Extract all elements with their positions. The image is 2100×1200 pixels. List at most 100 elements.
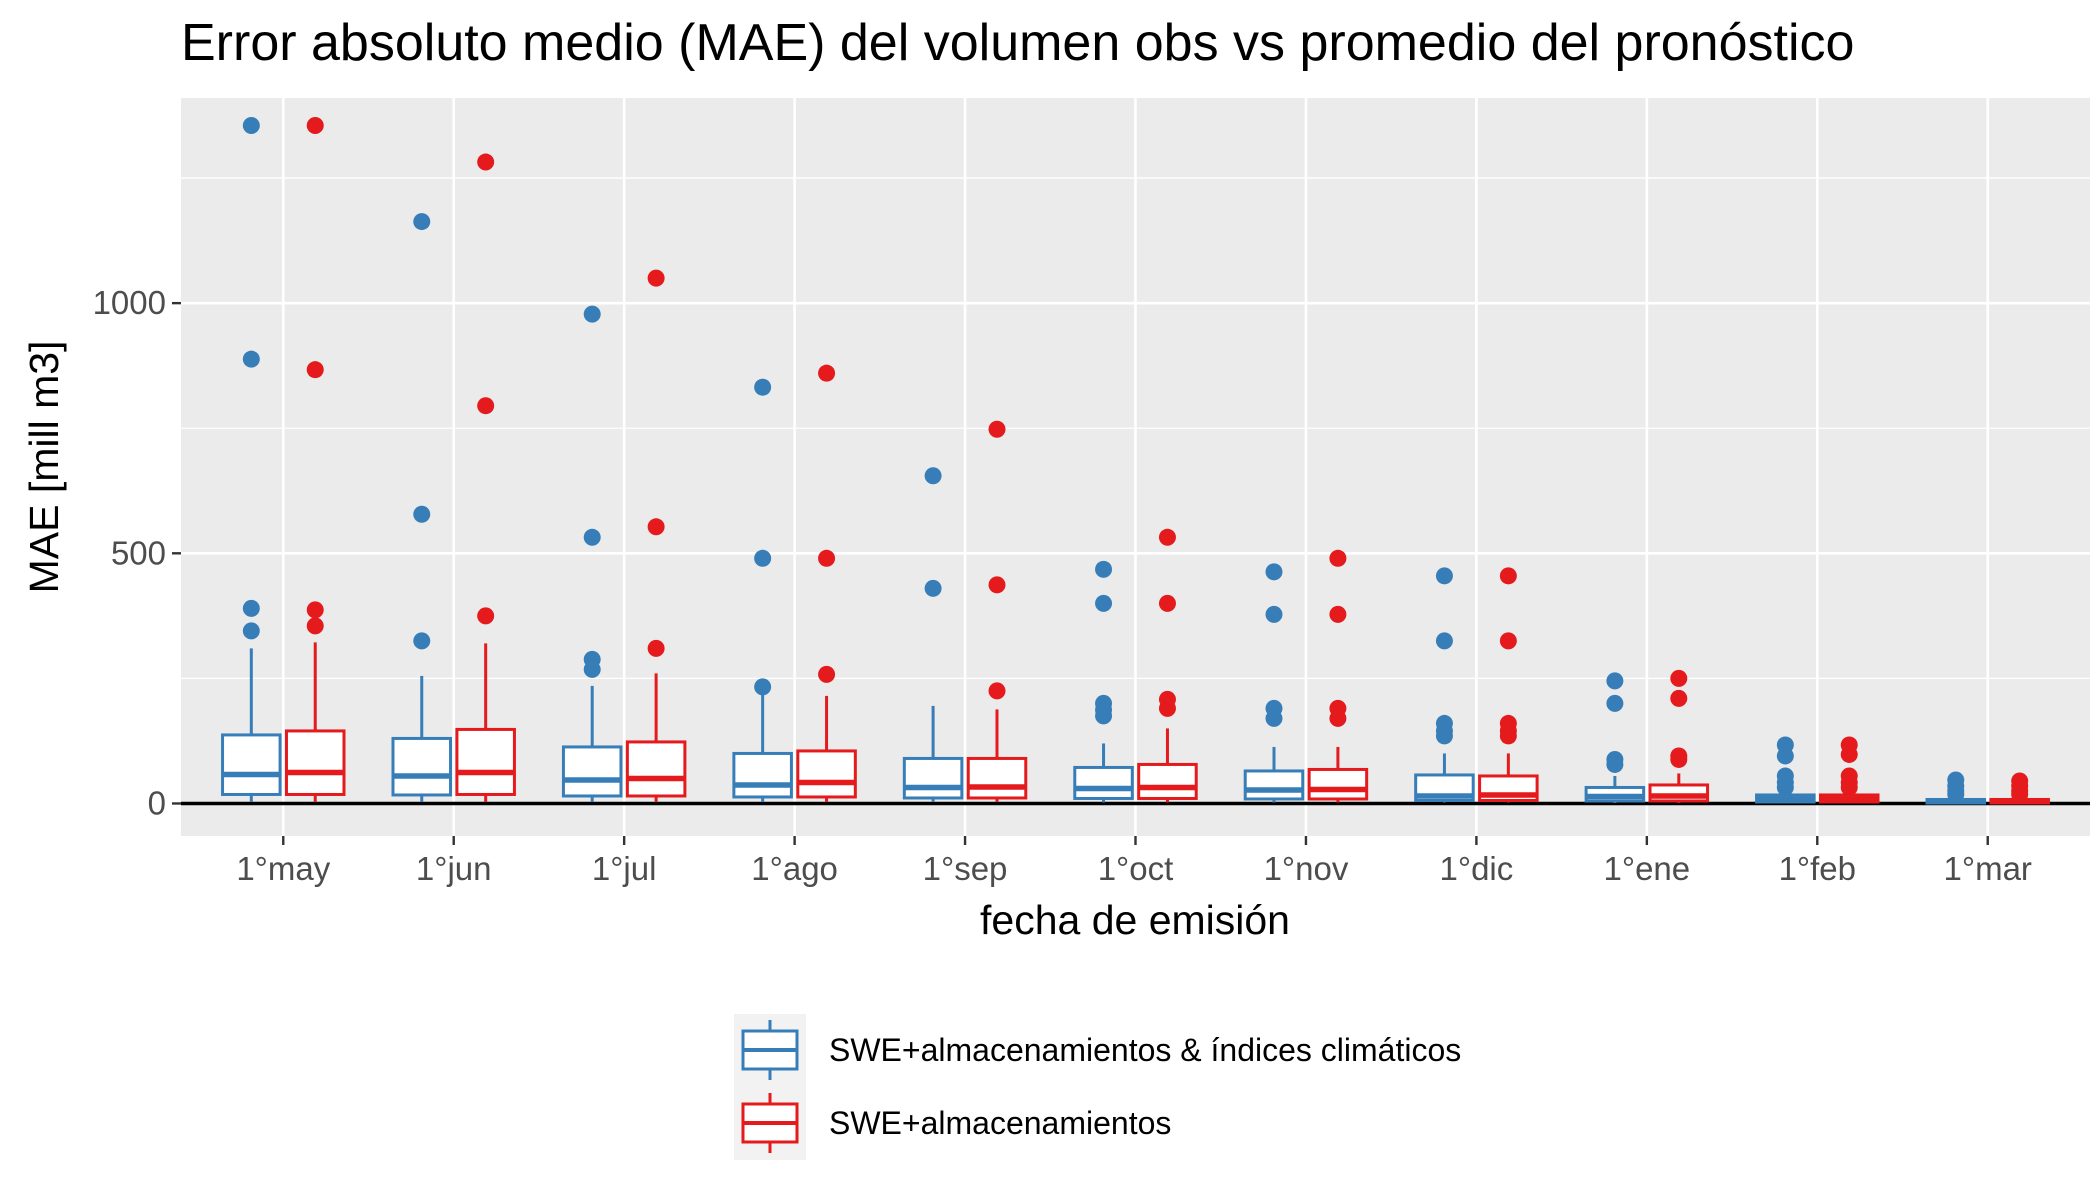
outlier-point bbox=[306, 361, 324, 379]
x-axis-title: fecha de emisión bbox=[980, 897, 1290, 943]
x-tick-label: 1°oct bbox=[1098, 850, 1174, 887]
outlier-point bbox=[754, 678, 772, 696]
x-tick-label: 1°mar bbox=[1944, 850, 2032, 887]
outlier-point bbox=[1670, 689, 1688, 707]
box-body bbox=[1243, 769, 1305, 801]
x-tick-label: 1°may bbox=[236, 850, 330, 887]
box-body bbox=[966, 756, 1028, 800]
x-tick-label: 1°feb bbox=[1779, 850, 1856, 887]
y-tick-label: 0 bbox=[148, 784, 166, 821]
outlier-point bbox=[1329, 709, 1347, 727]
box-1-6 bbox=[1307, 549, 1369, 803]
legend-label-swe: SWE+almacenamientos bbox=[829, 1105, 1171, 1141]
box-0-5 bbox=[1073, 560, 1134, 803]
box-1-0 bbox=[284, 117, 346, 802]
y-tick-label: 500 bbox=[111, 534, 166, 571]
box-0-4 bbox=[902, 467, 964, 802]
box-body bbox=[221, 733, 282, 796]
x-tick-label: 1°ago bbox=[751, 850, 838, 887]
box-marks bbox=[221, 117, 2050, 805]
outlier-point bbox=[306, 617, 324, 635]
outlier-point bbox=[242, 350, 260, 368]
box-1-8 bbox=[1648, 669, 1710, 803]
x-tick-label: 1°dic bbox=[1440, 850, 1514, 887]
y-axis: 0 500 1000 bbox=[93, 284, 181, 821]
box-body bbox=[796, 749, 857, 799]
outlier-point bbox=[1265, 709, 1283, 727]
outlier-point bbox=[1606, 694, 1624, 712]
outlier-point bbox=[2011, 785, 2029, 803]
box-1-1 bbox=[455, 153, 516, 802]
outlier-point bbox=[924, 579, 942, 597]
x-tick-label: 1°ene bbox=[1604, 850, 1691, 887]
outlier-point bbox=[1095, 594, 1113, 612]
chart-title: Error absoluto medio (MAE) del volumen o… bbox=[181, 14, 1854, 72]
box-body bbox=[902, 756, 964, 800]
outlier-point bbox=[818, 549, 836, 567]
outlier-point bbox=[1499, 727, 1517, 745]
outlier-point bbox=[1265, 605, 1283, 623]
outlier-point bbox=[477, 397, 495, 415]
x-axis: 1°may 1°jun 1°jul 1°ago 1°sep 1°oct 1°nov 1°dic… bbox=[236, 836, 2032, 887]
outlier-point bbox=[647, 269, 665, 287]
outlier-point bbox=[1670, 750, 1688, 768]
box-0-8 bbox=[1584, 672, 1646, 803]
box-0-7 bbox=[1414, 567, 1475, 803]
outlier-point bbox=[754, 549, 772, 567]
outlier-point bbox=[413, 213, 431, 231]
legend: SWE+almacenamientos & índices climáticos… bbox=[734, 1014, 1461, 1160]
outlier-point bbox=[242, 599, 260, 617]
outlier-point bbox=[1435, 567, 1453, 585]
box-body bbox=[1137, 762, 1198, 800]
outlier-point bbox=[583, 528, 601, 546]
outlier-point bbox=[647, 518, 665, 536]
outlier-point bbox=[1947, 785, 1965, 803]
outlier-point bbox=[1095, 707, 1113, 725]
legend-key-0 bbox=[741, 1020, 799, 1080]
box-body bbox=[391, 736, 453, 797]
box-body bbox=[455, 727, 516, 796]
y-axis-title: MAE [mill m3] bbox=[21, 341, 67, 594]
outlier-point bbox=[1499, 567, 1517, 585]
y-tick-label: 1000 bbox=[93, 284, 166, 321]
outlier-point bbox=[477, 153, 495, 171]
box-0-3 bbox=[732, 378, 793, 802]
box-0-9 bbox=[1755, 736, 1816, 804]
outlier-point bbox=[924, 467, 942, 485]
outlier-point bbox=[818, 364, 836, 382]
outlier-point bbox=[1776, 747, 1794, 765]
box-0-2 bbox=[561, 305, 623, 802]
outlier-point bbox=[1499, 632, 1517, 650]
outlier-point bbox=[754, 378, 772, 396]
box-body bbox=[284, 729, 346, 796]
outlier-point bbox=[988, 420, 1006, 438]
outlier-point bbox=[583, 305, 601, 323]
box-body bbox=[732, 751, 793, 799]
outlier-point bbox=[818, 665, 836, 683]
outlier-point bbox=[1158, 699, 1176, 717]
outlier-point bbox=[583, 660, 601, 678]
box-1-2 bbox=[625, 269, 687, 802]
outlier-point bbox=[1606, 755, 1624, 773]
box-body bbox=[1073, 765, 1134, 800]
box-1-10 bbox=[1989, 772, 2050, 805]
outlier-point bbox=[1840, 745, 1858, 763]
outlier-point bbox=[413, 632, 431, 650]
outlier-point bbox=[1329, 605, 1347, 623]
outlier-point bbox=[477, 607, 495, 625]
outlier-point bbox=[1265, 563, 1283, 581]
outlier-point bbox=[1158, 594, 1176, 612]
box-1-3 bbox=[796, 364, 857, 802]
outlier-point bbox=[1606, 672, 1624, 690]
box-0-0 bbox=[221, 117, 282, 802]
outlier-point bbox=[647, 639, 665, 657]
outlier-point bbox=[1435, 727, 1453, 745]
outlier-point bbox=[1670, 669, 1688, 687]
box-1-4 bbox=[966, 420, 1028, 802]
outlier-point bbox=[242, 622, 260, 640]
outlier-point bbox=[1840, 778, 1858, 796]
box-1-5 bbox=[1137, 528, 1198, 803]
box-body bbox=[625, 740, 687, 798]
outlier-point bbox=[1095, 560, 1113, 578]
